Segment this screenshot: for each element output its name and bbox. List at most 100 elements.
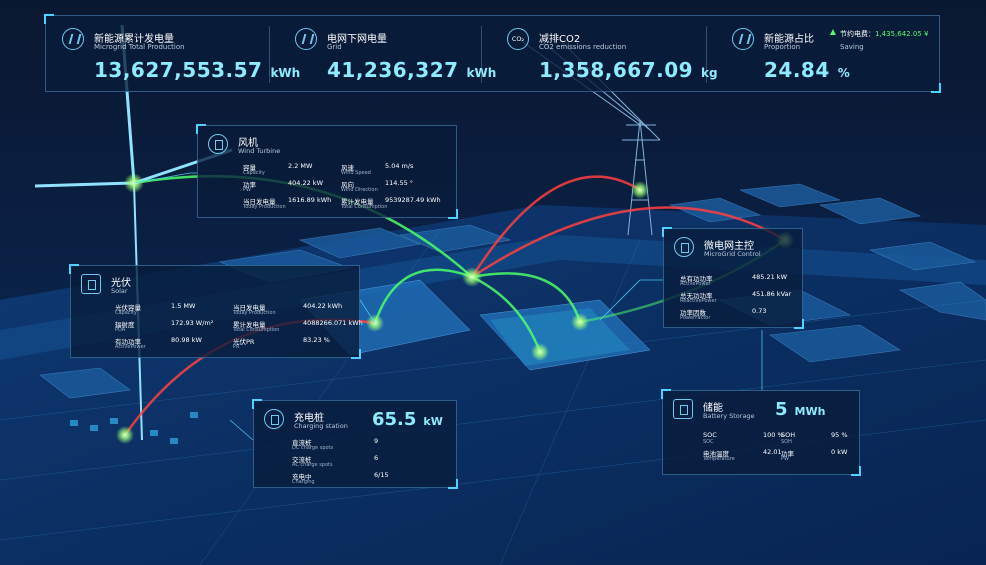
row-subtitle: Charging: [292, 479, 315, 485]
row-value: 95 %: [831, 431, 848, 439]
panel-title: 风机: [238, 138, 258, 149]
row-value: 9: [374, 437, 379, 445]
panel-title: 储能: [703, 403, 723, 414]
kpi-icon: [62, 28, 84, 50]
row-label: 累计发电量: [233, 321, 266, 329]
icon-glyph: [271, 415, 279, 425]
row-subtitle: PowerFactor: [680, 315, 711, 321]
kpi-value: 1,358,667.09: [539, 58, 694, 82]
row-label: 当日发电量: [233, 304, 266, 312]
row-label: 当日发电量: [243, 198, 276, 206]
kpi-bar: 新能源累计发电量 Microgrid Total Production 13,627…: [44, 14, 941, 93]
panel-subtitle: Charging station: [294, 422, 348, 430]
row-label: 有功功率: [115, 338, 141, 346]
panel-charging: 充电桩 Charging station 65.5 kW 直流桩 DC charge sp…: [252, 399, 458, 489]
row-value: 9539287.49 kWh: [385, 196, 441, 204]
row-value: 0.73: [752, 307, 767, 315]
row-subtitle: DC charge spots: [292, 445, 334, 451]
row-label: SOC: [703, 431, 717, 439]
panel-icon: [674, 237, 694, 257]
row-subtitle: AC charge spots: [292, 462, 333, 468]
row-value: 6: [374, 454, 379, 462]
panel-title: 充电桩: [294, 413, 324, 424]
row-value: 172.93 W/m²: [171, 319, 214, 327]
row-subtitle: Total Consumption: [341, 204, 388, 210]
row-label: 容量: [243, 164, 256, 172]
kpi-value-row: 41,236,327 kWh: [327, 58, 496, 82]
row-value: 451.86 kVar: [752, 290, 792, 298]
divider: [706, 26, 707, 83]
row-label: 风向: [341, 181, 354, 189]
kpi-subtitle: Proportion: [764, 43, 801, 51]
row-label: 总有功功率: [680, 275, 713, 283]
kpi-value-row: 13,627,553.57 kWh: [94, 58, 300, 82]
saving-subtitle: Saving: [840, 43, 864, 51]
row-label: 功率因数: [680, 309, 706, 317]
row-subtitle: PR: [233, 344, 240, 350]
panel-battery: 储能 Battery Storage 5 MWh SOC SOC 100 % SOH SOH 95…: [661, 389, 861, 476]
panel-icon: [673, 399, 693, 419]
row-label: SOH: [781, 431, 796, 439]
kpi-unit: kWh: [466, 66, 497, 80]
row-label: 功率: [243, 181, 256, 189]
row-subtitle: PW: [243, 187, 251, 193]
row-value: 114.55 °: [385, 179, 414, 187]
icon-glyph: [68, 34, 82, 44]
row-label: 交流桩: [292, 456, 312, 464]
kpi-title: 新能源累计发电量: [94, 34, 174, 45]
headline-value: 65.5: [372, 409, 417, 430]
row-subtitle: Wind Speed: [341, 170, 371, 176]
kpi-value-row: 24.84%: [764, 58, 850, 82]
icon-glyph: [681, 243, 689, 253]
panel-icon: [264, 409, 284, 429]
row-subtitle: ActivePower: [680, 281, 711, 287]
row-value: 5.04 m/s: [385, 162, 414, 170]
icon-glyph: [88, 280, 96, 290]
icon-glyph: [215, 140, 223, 150]
saving-value: 1,435,642.05 ¥: [875, 30, 929, 38]
row-value: 404.22 kWh: [303, 302, 343, 310]
row-subtitle: Capacity: [115, 310, 137, 316]
panel-subtitle: Battery Storage: [703, 412, 755, 420]
row-label: 功率: [781, 450, 794, 458]
kpi-unit: kWh: [270, 66, 301, 80]
kpi-unit: %: [837, 66, 850, 80]
kpi-unit: kg: [701, 66, 718, 80]
row-value: 1.5 MW: [171, 302, 196, 310]
headline-row: 5 MWh: [775, 399, 825, 420]
divider: [269, 26, 270, 83]
kpi-title: 新能源占比: [764, 34, 814, 45]
row-subtitle: PW: [781, 456, 789, 462]
headline-value: 5: [775, 399, 788, 420]
row-label: 风速: [341, 164, 354, 172]
row-label: 累计发电量: [341, 198, 374, 206]
saving-label: 节约电费：: [840, 30, 875, 38]
row-value: 4088266.071 kWh: [303, 319, 363, 327]
kpi-icon: [295, 28, 317, 50]
row-subtitle: Today Production: [243, 204, 286, 210]
row-value: 42.01: [763, 448, 782, 456]
kpi-subtitle: Grid: [327, 43, 342, 51]
kpi-subtitle: CO2 emissions reduction: [539, 43, 627, 51]
row-label: 电池温度: [703, 450, 729, 458]
row-label: 直流桩: [292, 439, 312, 447]
row-value: 404.22 kW: [288, 179, 324, 187]
panel-control: 微电网主控 MicroGrid Control 总有功功率 ActivePower 48…: [662, 227, 804, 329]
row-subtitle: Capacity: [243, 170, 265, 176]
row-value: 83.23 %: [303, 336, 330, 344]
kpi-icon: [732, 28, 754, 50]
kpi-icon: CO₂: [507, 28, 529, 50]
panel-icon: [81, 274, 101, 294]
panel-title: 微电网主控: [704, 241, 754, 252]
row-label: 总无功功率: [680, 292, 713, 300]
row-subtitle: ActivePower: [115, 344, 146, 350]
row-label: 光伏PR: [233, 338, 255, 346]
headline-row: 65.5 kW: [372, 409, 443, 430]
row-value: 6/15: [374, 471, 389, 479]
row-subtitle: SOC: [703, 439, 714, 445]
kpi-value: 41,236,327: [327, 58, 459, 82]
row-value: 80.98 kW: [171, 336, 202, 344]
kpi-value: 13,627,553.57: [94, 58, 263, 82]
kpi-title: 减排CO2: [539, 34, 581, 45]
